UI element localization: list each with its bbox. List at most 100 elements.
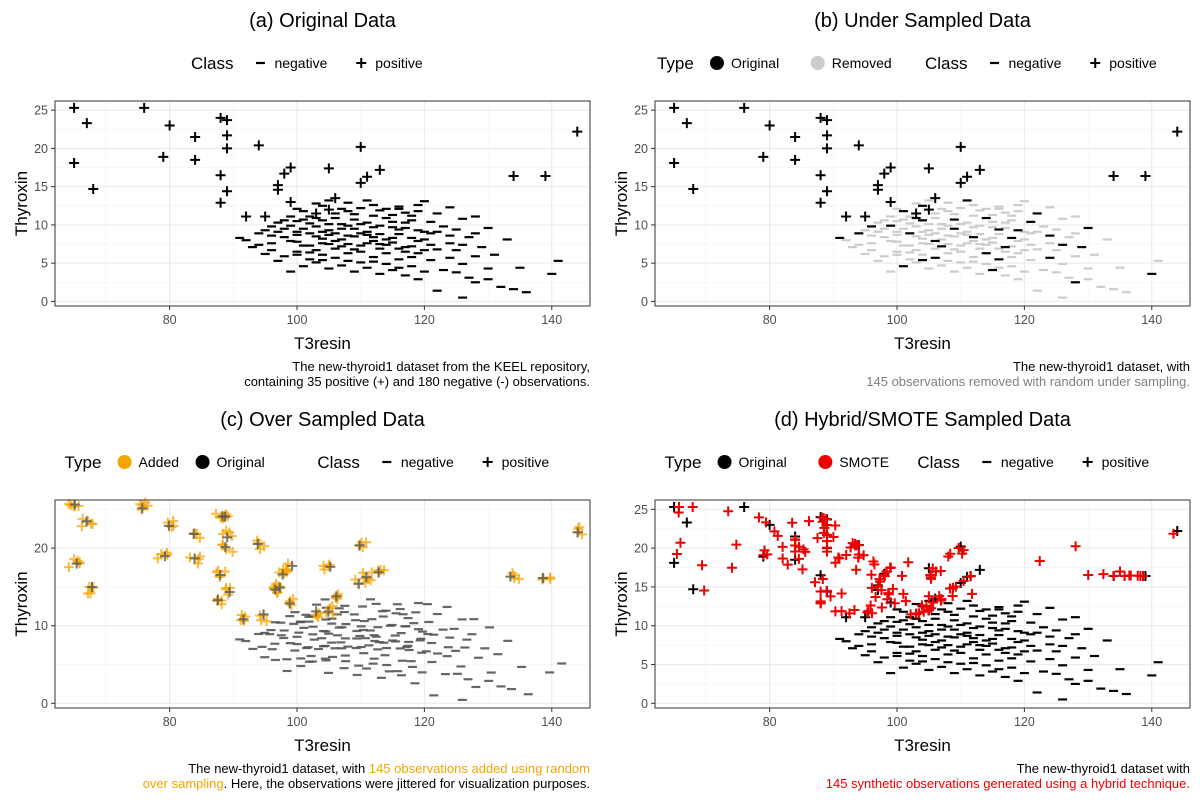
y-tick-label: 20 [34, 542, 48, 556]
point-positive [69, 157, 80, 168]
plot-area [655, 101, 1190, 306]
legend-title: Class [191, 54, 234, 73]
chart-title: (b) Under Sampled Data [814, 10, 1032, 32]
legend-label: Added [139, 454, 179, 470]
point-smote-positive [868, 556, 879, 567]
point-smote-positive [758, 550, 769, 561]
point-smote-positive [918, 606, 929, 617]
point-positive [821, 115, 832, 126]
point-smote-positive [782, 559, 793, 570]
y-tick-label: 10 [634, 218, 648, 232]
point-smote-positive [926, 573, 937, 584]
point-positive [739, 102, 750, 113]
point-positive [688, 183, 699, 194]
point-positive [354, 540, 365, 551]
point-smote-positive [927, 563, 938, 574]
point-positive [272, 184, 283, 195]
caption-line: The new-thyroid1 dataset, with 145 obser… [188, 761, 590, 776]
y-tick-label: 10 [634, 619, 648, 633]
point-positive [860, 612, 871, 623]
x-tick-label: 140 [541, 715, 562, 729]
point-positive [137, 503, 148, 514]
x-tick-label: 120 [414, 715, 435, 729]
y-tick-label: 5 [641, 658, 648, 672]
point-positive [311, 208, 322, 219]
point-smote-positive [935, 565, 946, 576]
point-smote-positive [817, 573, 828, 584]
x-axis-title: T3resin [894, 736, 951, 755]
point-positive [790, 131, 801, 142]
y-tick-label: 5 [641, 257, 648, 271]
points [69, 102, 583, 299]
point-smote-positive [849, 540, 860, 551]
points [63, 497, 588, 701]
legend-key-dot [818, 455, 833, 469]
point-positive [252, 539, 263, 550]
point-smote-positive [866, 582, 877, 593]
point-smote-positive [898, 588, 909, 599]
x-tick-label: 100 [287, 715, 308, 729]
legend-label: positive [375, 55, 423, 71]
plot-area [55, 500, 590, 708]
point-added-positive [318, 560, 329, 571]
legend-title: Type [657, 54, 694, 73]
point-smote-positive [926, 603, 937, 614]
point-smote-positive [731, 539, 742, 550]
point-positive [688, 584, 699, 595]
point-positive [681, 517, 692, 528]
point-smote-positive [1168, 528, 1179, 539]
x-tick-label: 100 [287, 313, 308, 327]
y-axis-title: Thyroxin [12, 171, 31, 236]
legend-title: Class [317, 453, 360, 472]
point-positive [189, 553, 200, 564]
x-tick-label: 80 [763, 313, 777, 327]
caption-line: 145 synthetic observations generated usi… [826, 776, 1190, 791]
legend-label: Original [739, 454, 787, 470]
point-positive [220, 511, 231, 522]
point-positive [955, 177, 966, 188]
point-positive [212, 595, 223, 606]
point-smote-positive [815, 586, 826, 597]
point-smote-positive [1070, 541, 1081, 552]
y-tick-label: 25 [634, 503, 648, 517]
caption-segment: 145 synthetic observations generated usi… [826, 776, 1190, 791]
legend-title: Class [925, 54, 968, 73]
legend-label: Removed [832, 55, 892, 71]
point-smote-positive [797, 564, 808, 575]
point-smote-positive [1135, 571, 1146, 582]
point-positive [221, 130, 232, 141]
y-tick-label: 15 [634, 180, 648, 194]
caption-segment: The new-thyroid1 dataset, with [188, 761, 369, 776]
y-tick-label: 20 [34, 142, 48, 156]
y-tick-label: 25 [634, 104, 648, 118]
point-smote-positive [943, 551, 954, 562]
legend-label: Original [217, 454, 265, 470]
point-smote-positive [885, 562, 896, 573]
point-positive [1108, 170, 1119, 181]
point-positive [215, 112, 226, 123]
point-positive [331, 591, 342, 602]
point-positive [285, 162, 296, 173]
point-smote-positive [787, 517, 798, 528]
y-axis-title: Thyroxin [12, 571, 31, 636]
point-positive [790, 154, 801, 165]
point-smote-positive [671, 548, 682, 559]
point-positive [325, 561, 336, 572]
point-positive [505, 571, 516, 582]
point-positive [285, 196, 296, 207]
y-tick-label: 10 [34, 218, 48, 232]
point-positive [81, 516, 92, 527]
point-positive [274, 582, 285, 593]
point-smote-positive [723, 506, 734, 517]
point-positive [669, 157, 680, 168]
point-smote-positive [828, 531, 839, 542]
point-smote-positive [905, 609, 916, 620]
point-positive [885, 162, 896, 173]
legend: Type Original Removed Class negative positive [657, 54, 1157, 73]
point-smote-positive [1098, 569, 1109, 580]
point-positive [355, 177, 366, 188]
caption-line: 145 observations removed with random und… [866, 374, 1190, 389]
point-smote-positive [1119, 571, 1130, 582]
point-positive [69, 102, 80, 113]
